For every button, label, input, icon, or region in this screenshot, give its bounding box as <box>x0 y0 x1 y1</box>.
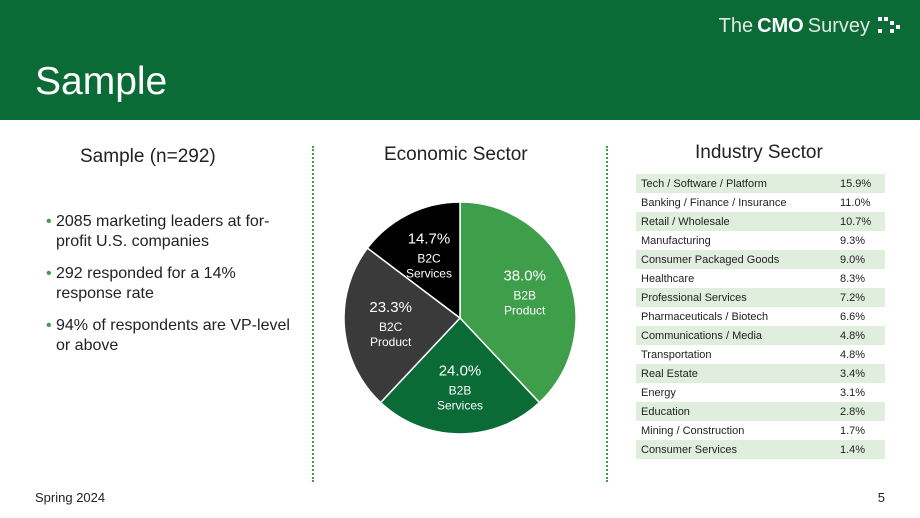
pie-value-label: 14.7% <box>408 231 451 248</box>
industry-value: 1.7% <box>835 421 885 440</box>
industry-value: 3.4% <box>835 364 885 383</box>
pie-slice <box>379 316 541 435</box>
industry-name: Communications / Media <box>636 326 835 345</box>
industry-value: 8.3% <box>835 269 885 288</box>
industry-value: 4.8% <box>835 326 885 345</box>
industry-table: Tech / Software / Platform 15.9% Banking /… <box>636 174 885 459</box>
industry-value: 3.1% <box>835 383 885 402</box>
industry-name: Retail / Wholesale <box>636 212 835 231</box>
pie-category-label: Product <box>370 335 412 349</box>
industry-sector-title: Industry Sector <box>695 142 823 163</box>
bullet-item: 94% of respondents are VP-level or above <box>46 316 296 356</box>
brand-logo: The CMO Survey <box>719 15 900 38</box>
industry-value: 10.7% <box>835 212 885 231</box>
industry-name: Mining / Construction <box>636 421 835 440</box>
table-row: Communications / Media 4.8% <box>636 326 885 345</box>
brand-prefix: The <box>718 15 754 37</box>
table-row: Manufacturing 9.3% <box>636 231 885 250</box>
pie-value-label: 38.0% <box>503 267 546 284</box>
industry-name: Education <box>636 402 835 421</box>
page-number: 5 <box>877 490 885 505</box>
industry-value: 9.3% <box>835 231 885 250</box>
footer-date: Spring 2024 <box>35 490 106 505</box>
table-row: Pharmaceuticals / Biotech 6.6% <box>636 307 885 326</box>
industry-value: 11.0% <box>835 193 885 212</box>
pie-value-label: 23.3% <box>369 299 412 316</box>
economic-sector-pie-chart: 38.0%B2BProduct24.0%B2BServices23.3%B2CP… <box>343 201 577 435</box>
bullet-item: 292 responded for a 14% response rate <box>46 264 296 304</box>
table-row: Transportation 4.8% <box>636 345 885 364</box>
header-bar: Sample The CMO Survey <box>0 0 920 120</box>
divider-left <box>312 146 314 482</box>
industry-value: 1.4% <box>835 440 885 459</box>
table-row: Energy 3.1% <box>636 383 885 402</box>
table-row: Consumer Packaged Goods 9.0% <box>636 250 885 269</box>
industry-value: 9.0% <box>835 250 885 269</box>
industry-name: Energy <box>636 383 835 402</box>
industry-name: Real Estate <box>636 364 835 383</box>
table-row: Education 2.8% <box>636 402 885 421</box>
industry-name: Professional Services <box>636 288 835 307</box>
industry-value: 15.9% <box>835 174 885 193</box>
pie-slice <box>459 201 577 404</box>
industry-name: Banking / Finance / Insurance <box>636 193 835 212</box>
pie-value-label: 24.0% <box>439 363 482 380</box>
table-row: Mining / Construction 1.7% <box>636 421 885 440</box>
table-row: Consumer Services 1.4% <box>636 440 885 459</box>
industry-value: 2.8% <box>835 402 885 421</box>
industry-value: 6.6% <box>835 307 885 326</box>
table-row: Professional Services 7.2% <box>636 288 885 307</box>
industry-name: Manufacturing <box>636 231 835 250</box>
industry-name: Pharmaceuticals / Biotech <box>636 307 835 326</box>
industry-name: Healthcare <box>636 269 835 288</box>
pie-slice <box>343 247 462 404</box>
industry-name: Transportation <box>636 345 835 364</box>
pie-category-label: B2C <box>417 252 441 266</box>
economic-sector-title: Economic Sector <box>384 144 528 165</box>
sample-bullets: 2085 marketing leaders at for-profit U.S… <box>46 212 296 368</box>
pie-category-label: Services <box>406 267 452 281</box>
table-row: Healthcare 8.3% <box>636 269 885 288</box>
brand-mark-icon <box>878 16 900 37</box>
pie-slice <box>366 201 461 320</box>
industry-value: 4.8% <box>835 345 885 364</box>
divider-right <box>606 146 608 482</box>
pie-category-label: Product <box>504 303 546 317</box>
brand-suffix: Survey <box>807 15 870 37</box>
sample-title: Sample (n=292) <box>80 146 216 167</box>
brand-name: CMO <box>757 15 804 37</box>
pie-category-label: Services <box>437 399 483 413</box>
pie-category-label: B2B <box>449 384 472 398</box>
table-row: Retail / Wholesale 10.7% <box>636 212 885 231</box>
table-row: Real Estate 3.4% <box>636 364 885 383</box>
industry-name: Consumer Services <box>636 440 835 459</box>
bullet-item: 2085 marketing leaders at for-profit U.S… <box>46 212 296 252</box>
industry-value: 7.2% <box>835 288 885 307</box>
industry-name: Consumer Packaged Goods <box>636 250 835 269</box>
pie-category-label: B2C <box>379 320 403 334</box>
table-row: Tech / Software / Platform 15.9% <box>636 174 885 193</box>
pie-category-label: B2B <box>513 288 536 302</box>
table-row: Banking / Finance / Insurance 11.0% <box>636 193 885 212</box>
industry-name: Tech / Software / Platform <box>636 174 835 193</box>
page-title: Sample <box>35 60 168 103</box>
